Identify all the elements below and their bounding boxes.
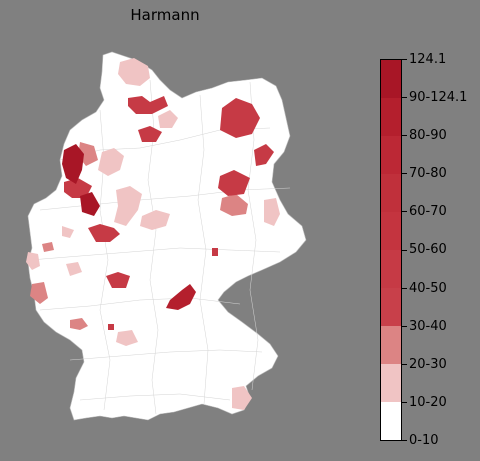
- legend-swatch: [381, 174, 401, 212]
- region-karlsruhe: [70, 318, 88, 330]
- legend-tick: [402, 440, 407, 441]
- legend-swatch: [381, 364, 401, 402]
- legend-tick-label: 70-80: [409, 166, 447, 181]
- legend-colorbar: [380, 59, 402, 441]
- region-nordfriesland: [118, 58, 150, 86]
- region-berchtesgaden: [232, 386, 252, 410]
- legend-swatch: [381, 402, 401, 440]
- region-erfurt: [62, 226, 74, 238]
- region-leipzig: [220, 194, 248, 216]
- legend-tick: [402, 173, 407, 174]
- region-hannover: [114, 186, 142, 226]
- legend-tick: [402, 250, 407, 251]
- legend-tick-label: 90-124.1: [409, 90, 468, 105]
- region-emsland: [62, 144, 84, 184]
- legend-tick-label: 50-60: [409, 242, 447, 257]
- legend-tick-label: 10-20: [409, 395, 447, 410]
- legend-tick-label: 124.1: [409, 52, 447, 67]
- region-kassel: [140, 210, 170, 230]
- region-mannheim: [106, 272, 130, 288]
- class-10-20-regions: [26, 58, 280, 410]
- legend-swatch: [381, 98, 401, 136]
- region-berlin: [254, 144, 274, 166]
- region-dresden: [264, 198, 280, 226]
- region-aachen: [26, 252, 40, 270]
- legend-tick-label: 60-70: [409, 204, 447, 219]
- map-title: Harmann: [130, 6, 200, 24]
- legend-tick: [402, 135, 407, 136]
- legend-tick: [402, 326, 407, 327]
- legend-swatch: [381, 250, 401, 288]
- region-rostock: [220, 98, 260, 138]
- region-kiel-area: [158, 110, 178, 128]
- class-90-124-regions: [62, 144, 100, 216]
- region-koblenz: [66, 262, 82, 276]
- legend-tick: [402, 59, 407, 60]
- legend-tick-label: 80-90: [409, 128, 447, 143]
- legend-swatch: [381, 136, 401, 174]
- legend-tick-label: 30-40: [409, 319, 447, 334]
- region-small-sw: [108, 324, 114, 330]
- legend-tick-label: 40-50: [409, 281, 447, 296]
- region-frankfurt: [88, 224, 120, 242]
- legend-tick: [402, 288, 407, 289]
- legend-tick-label: 20-30: [409, 357, 447, 372]
- legend-swatch: [381, 326, 401, 364]
- legend-swatch: [381, 60, 401, 98]
- class-80-90-regions: [166, 284, 196, 310]
- region-hamburg: [128, 96, 168, 114]
- region-osnabrueck: [80, 192, 100, 216]
- legend-swatch: [381, 288, 401, 326]
- legend-tick: [402, 364, 407, 365]
- legend-tick-label: 0-10: [409, 433, 439, 448]
- legend-swatch: [381, 212, 401, 250]
- region-bremen: [138, 126, 162, 142]
- region-oldenburg: [98, 148, 124, 176]
- legend-tick: [402, 211, 407, 212]
- region-nuernberg: [166, 284, 196, 310]
- region-brandenburg: [218, 170, 250, 196]
- germany-outline: [27, 51, 307, 421]
- region-dortmund: [64, 178, 92, 198]
- region-small-center: [212, 248, 218, 256]
- legend-tick: [402, 97, 407, 98]
- region-bonn: [42, 242, 54, 252]
- legend-tick: [402, 402, 407, 403]
- class-40-50-regions: [64, 96, 274, 330]
- region-saarland: [30, 282, 48, 304]
- region-stuttgart-s: [116, 330, 138, 346]
